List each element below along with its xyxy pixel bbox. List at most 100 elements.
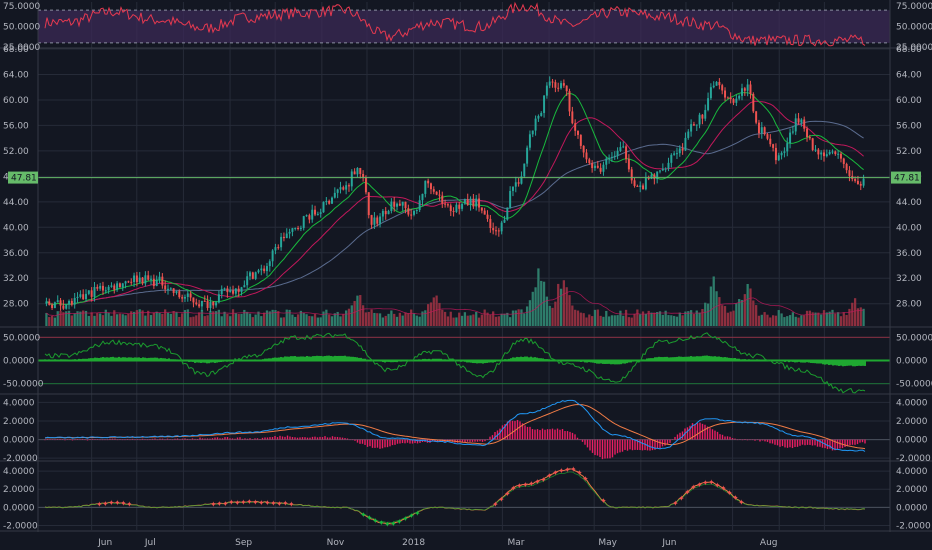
macd-hist-bar-228	[614, 439, 616, 455]
candle-body-62	[220, 288, 223, 295]
osc-hist-bar-173	[390, 360, 392, 363]
volume-bar-62	[220, 316, 223, 326]
mom-left-tick-2: 0.0000	[3, 503, 35, 513]
macd-line	[44, 399, 866, 452]
candle-body-189	[579, 134, 582, 146]
price-left-tick-7: 40.00	[3, 223, 29, 233]
oscillator-panel[interactable]	[38, 332, 890, 394]
volume-bar-136	[429, 302, 433, 326]
osc-hist-bar-326	[696, 356, 698, 361]
time-axis[interactable]: Jun Jul Sep Nov 2018 Mar May Jun Aug	[97, 538, 777, 548]
osc-hist-bar-213	[470, 360, 472, 363]
osc-hist-bar-101	[246, 360, 248, 361]
candle-body-104	[339, 187, 342, 190]
osc-hist-bar-114	[272, 357, 274, 361]
osc-hist-bar-17	[78, 358, 80, 361]
time-axis-label-5: Mar	[507, 538, 524, 548]
candle-body-155	[483, 210, 486, 215]
volume-bar-141	[443, 311, 447, 326]
momentum-marker-327: ✦	[696, 480, 703, 489]
macd-hist-bar-268	[714, 430, 716, 440]
macd-hist-bar-190	[519, 421, 521, 440]
volume-bar-163	[506, 312, 509, 326]
candle-body-242	[729, 97, 732, 100]
macd-hist-bar-217	[586, 439, 589, 448]
momentum-marker-228: ✦	[498, 495, 505, 504]
osc-hist-bar-220	[484, 360, 486, 364]
volume-bar-165	[511, 310, 515, 326]
osc-hist-bar-319	[682, 356, 684, 361]
macd-hist-bar-54	[179, 439, 181, 441]
osc-hist-bar-274	[592, 360, 594, 363]
osc-hist-bar-116	[276, 357, 278, 361]
osc-hist-bar-278	[600, 360, 602, 364]
candle-body-225	[681, 148, 684, 151]
candle-body-73	[251, 272, 254, 279]
candle-body-12	[79, 294, 82, 297]
osc-hist-bar-217	[478, 360, 480, 364]
volume-bar-130	[412, 313, 416, 326]
osc-hist-bar-7	[58, 359, 60, 361]
rsi-left-tick-0: 75.0000	[3, 2, 40, 12]
macd-hist-bar-32	[124, 439, 126, 441]
volume-bar-149	[466, 315, 469, 326]
volume-bar-219	[664, 310, 667, 326]
rsi-panel[interactable]	[38, 1, 890, 47]
candle-body-211	[642, 185, 645, 190]
osc-hist-bar-252	[548, 359, 550, 361]
volume-bar-206	[627, 317, 631, 326]
volume-bar-181	[557, 283, 560, 326]
osc-hist-bar-199	[442, 359, 444, 361]
candle-body-203	[619, 147, 622, 151]
price-panel[interactable]	[38, 76, 890, 326]
candle-body-186	[571, 111, 574, 124]
macd-hist-bar-41	[146, 439, 149, 441]
price-left-tick-6: 44.00	[3, 198, 29, 208]
candle-body-255	[766, 134, 769, 139]
volume-bar-16	[90, 312, 93, 326]
osc-hist-bar-63	[170, 359, 172, 361]
candle-body-239	[721, 85, 724, 91]
osc-hist-bar-235	[514, 357, 516, 361]
candle-body-99	[325, 200, 328, 202]
macd-panel[interactable]	[38, 399, 890, 460]
osc-hist-bar-282	[608, 360, 610, 364]
macd-hist-bar-89	[266, 437, 269, 440]
macd-hist-bar-66	[209, 438, 211, 440]
volume-bar-262	[786, 316, 789, 326]
osc-hist-bar-196	[436, 358, 438, 361]
last-price-badge-right: 47.81	[891, 171, 921, 184]
candle-body-13	[82, 294, 85, 300]
volume-bar-118	[378, 313, 382, 326]
volume-bar-198	[605, 310, 608, 326]
panel-separators[interactable]	[0, 0, 932, 532]
momentum-marker-177: ✦	[396, 517, 403, 526]
volume-bar-187	[574, 309, 577, 326]
macd-hist-bar-127	[361, 439, 364, 444]
macd-hist-bar-109	[316, 437, 319, 440]
volume-bar-123	[393, 313, 396, 326]
osc-hist-bar-367	[778, 360, 780, 362]
osc-hist-bar-204	[452, 360, 454, 361]
volume-bar-156	[486, 312, 489, 326]
osc-hist-bar-34	[112, 356, 114, 361]
macd-hist-bar-148	[414, 439, 416, 444]
momentum-marker-105: ✦	[252, 498, 259, 507]
momentum-panel[interactable]: ✦ ✦ ✦ ✦ ✦ ✦ ✦ ✦ ✦ ✦ ✦ ✦ ✦ ✦ ✦ ✦ ✦ ✦ ✦ ✦✦ ✦ ✦ ✦ ✦ ✦ ✦ ✦ ✦ ✦✦✦✦✦ ✦ ✦ ✦ ✦ ✦ ✦…	[38, 465, 890, 529]
macd-hist-bar-67	[211, 438, 214, 440]
momentum-marker-345: ✦	[732, 493, 739, 502]
candle-body-276	[825, 154, 828, 157]
macd-hist-bar-121	[346, 438, 349, 440]
macd-hist-bar-293	[776, 439, 779, 446]
volume-bar-77	[263, 312, 266, 326]
macd-hist-bar-324	[854, 439, 856, 445]
osc-hist-bar-170	[384, 360, 386, 363]
candle-body-173	[534, 118, 537, 131]
macd-hist-bar-235	[631, 439, 634, 451]
candle-body-240	[724, 90, 727, 98]
osc-right-tick-2: -50.0000	[896, 380, 932, 390]
macd-hist-bar-14	[79, 439, 81, 441]
